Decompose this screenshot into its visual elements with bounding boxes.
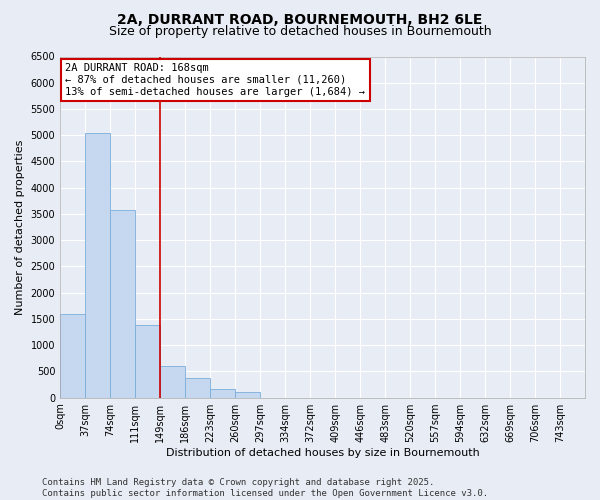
- Text: 2A DURRANT ROAD: 168sqm
← 87% of detached houses are smaller (11,260)
13% of sem: 2A DURRANT ROAD: 168sqm ← 87% of detache…: [65, 64, 365, 96]
- Text: Size of property relative to detached houses in Bournemouth: Size of property relative to detached ho…: [109, 25, 491, 38]
- Bar: [85, 132, 110, 398]
- Y-axis label: Number of detached properties: Number of detached properties: [15, 140, 25, 314]
- Text: Contains HM Land Registry data © Crown copyright and database right 2025.
Contai: Contains HM Land Registry data © Crown c…: [42, 478, 488, 498]
- Bar: [110, 210, 135, 398]
- Text: 2A, DURRANT ROAD, BOURNEMOUTH, BH2 6LE: 2A, DURRANT ROAD, BOURNEMOUTH, BH2 6LE: [118, 12, 482, 26]
- Bar: [210, 389, 235, 398]
- Bar: [60, 314, 85, 398]
- Bar: [235, 392, 260, 398]
- Bar: [185, 378, 210, 398]
- Bar: [160, 366, 185, 398]
- Bar: [135, 325, 160, 398]
- X-axis label: Distribution of detached houses by size in Bournemouth: Distribution of detached houses by size …: [166, 448, 479, 458]
